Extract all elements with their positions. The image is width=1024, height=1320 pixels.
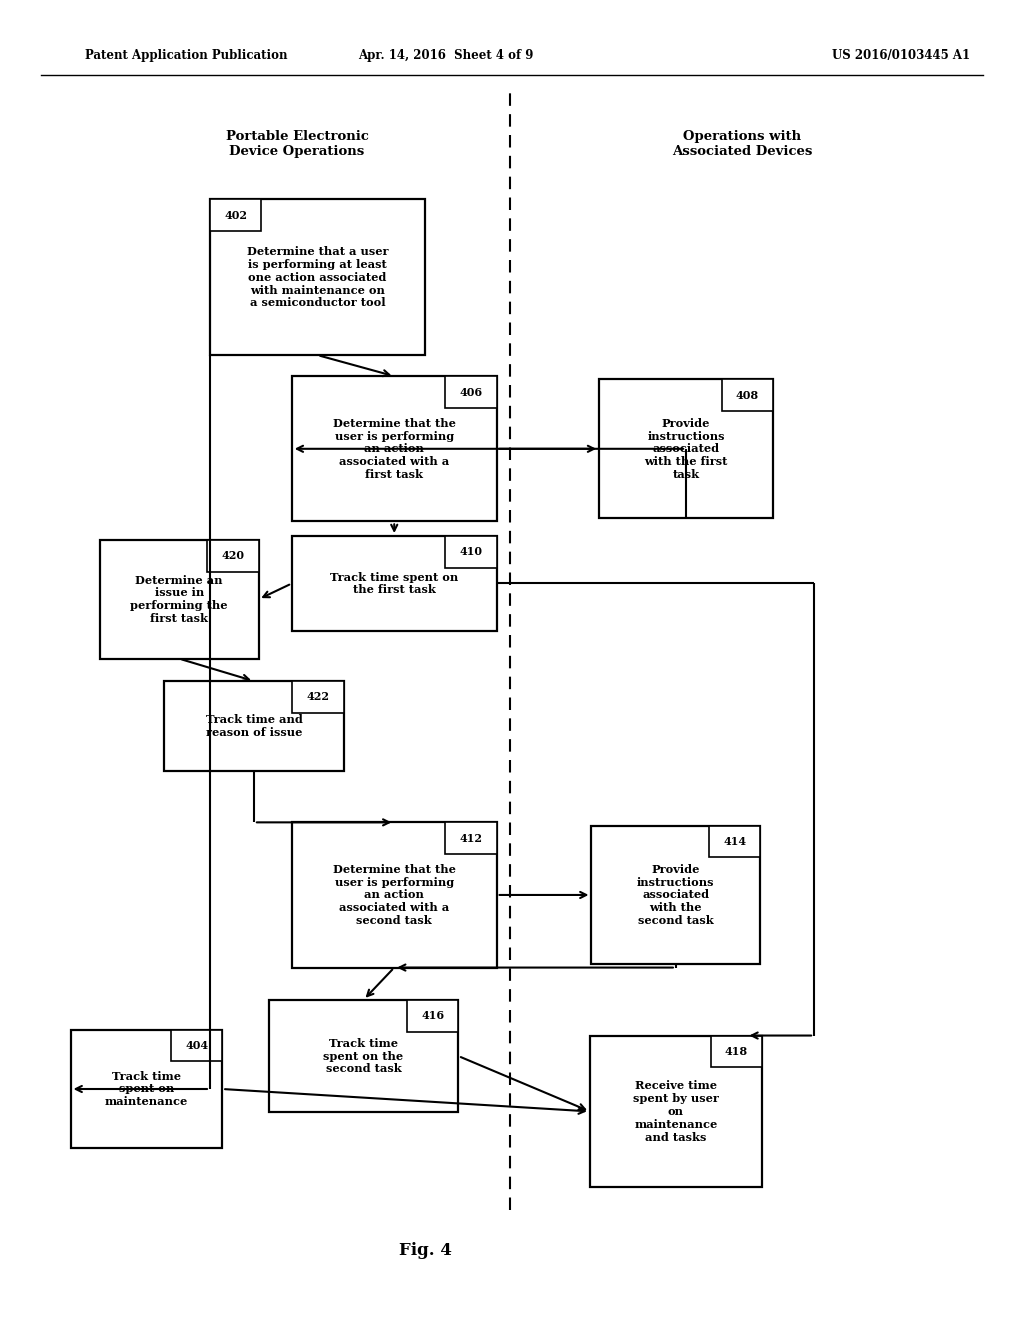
Bar — [210, 199, 261, 231]
Text: 414: 414 — [723, 836, 746, 847]
Bar — [292, 376, 497, 521]
Bar — [210, 199, 425, 355]
Text: Fig. 4: Fig. 4 — [398, 1242, 452, 1258]
Text: Track time
spent on the
second task: Track time spent on the second task — [324, 1038, 403, 1074]
Bar — [599, 380, 773, 517]
Text: 410: 410 — [460, 546, 482, 557]
Text: 402: 402 — [224, 210, 247, 220]
Bar — [445, 536, 497, 568]
Text: Track time and
reason of issue: Track time and reason of issue — [206, 714, 302, 738]
Bar — [99, 540, 258, 659]
Text: Determine that a user
is performing at least
one action associated
with maintena: Determine that a user is performing at l… — [247, 246, 388, 309]
Text: 404: 404 — [185, 1040, 208, 1051]
Bar — [722, 379, 773, 412]
Bar — [71, 1030, 222, 1148]
Bar — [592, 826, 760, 964]
Text: 408: 408 — [736, 389, 759, 401]
Text: Patent Application Publication: Patent Application Publication — [85, 49, 288, 62]
Text: Portable Electronic
Device Operations: Portable Electronic Device Operations — [225, 129, 369, 158]
Text: US 2016/0103445 A1: US 2016/0103445 A1 — [833, 49, 970, 62]
Text: 416: 416 — [421, 1010, 444, 1022]
Text: 420: 420 — [221, 550, 245, 561]
Bar — [293, 681, 344, 713]
Text: Determine that the
user is performing
an action
associated with a
second task: Determine that the user is performing an… — [333, 863, 456, 927]
Text: 422: 422 — [306, 692, 330, 702]
Text: 406: 406 — [460, 387, 482, 397]
Text: Provide
instructions
associated
with the
second task: Provide instructions associated with the… — [637, 863, 715, 927]
Text: Track time
spent on
maintenance: Track time spent on maintenance — [104, 1071, 188, 1107]
Bar — [268, 1001, 458, 1111]
Bar — [445, 822, 497, 854]
Bar — [292, 536, 497, 631]
Text: Provide
instructions
associated
with the first
task: Provide instructions associated with the… — [644, 417, 728, 480]
Bar — [207, 540, 258, 572]
Bar — [164, 681, 344, 771]
Text: Determine an
issue in
performing the
first task: Determine an issue in performing the fir… — [130, 574, 228, 624]
Text: Receive time
spent by user
on
maintenance
and tasks: Receive time spent by user on maintenanc… — [633, 1080, 719, 1143]
Bar — [408, 1001, 459, 1032]
Bar — [292, 822, 497, 968]
Text: 418: 418 — [725, 1045, 748, 1057]
Bar — [709, 826, 760, 858]
Text: 412: 412 — [460, 833, 482, 843]
Text: Operations with
Associated Devices: Operations with Associated Devices — [672, 129, 813, 158]
Bar — [711, 1035, 762, 1067]
Bar — [171, 1030, 222, 1061]
Text: Track time spent on
the first task: Track time spent on the first task — [330, 572, 459, 595]
Text: Determine that the
user is performing
an action
associated with a
first task: Determine that the user is performing an… — [333, 417, 456, 480]
Text: Apr. 14, 2016  Sheet 4 of 9: Apr. 14, 2016 Sheet 4 of 9 — [357, 49, 534, 62]
Bar — [445, 376, 497, 408]
Bar — [590, 1035, 762, 1188]
